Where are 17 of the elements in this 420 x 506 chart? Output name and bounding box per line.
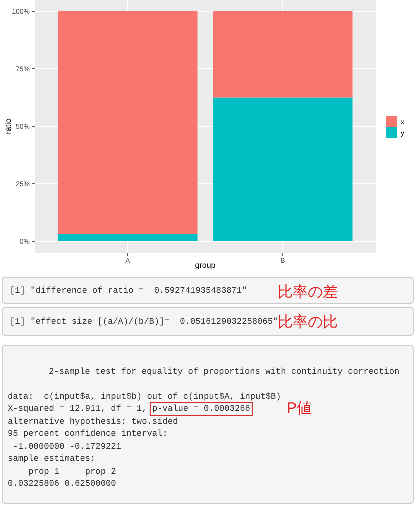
text: prop 1 prop 2 bbox=[8, 467, 116, 477]
x-axis-title: group bbox=[195, 261, 216, 270]
text: alternative hypothesis: two.sided bbox=[8, 417, 178, 427]
text: 比率の比 bbox=[278, 314, 338, 331]
text: 比率の差 bbox=[278, 284, 338, 301]
text: 2-sample test for equality of proportions with continuity correction bbox=[49, 367, 400, 377]
text: [1] "effect size [(a/A)/(b/B)]= 0.0516129032258065" bbox=[10, 317, 278, 327]
text: data: c(input$a, input$b) out of c(input$A, input$B) bbox=[8, 392, 282, 402]
text: [1] "difference of ratio = 0.592741935483871" bbox=[10, 286, 248, 296]
text: sample estimates: bbox=[8, 454, 96, 464]
text: P値 bbox=[287, 400, 312, 417]
text: X-squared = 12.911, df = 1, bbox=[8, 404, 148, 414]
y-axis-title: ratio bbox=[4, 118, 13, 134]
text: -1.0000000 -0.1729221 bbox=[8, 442, 122, 452]
text: 0.03225806 0.62500000 bbox=[8, 479, 116, 489]
text: 95 percent confidence interval: bbox=[8, 429, 168, 439]
text: p-value = 0.0003266 bbox=[152, 404, 250, 414]
